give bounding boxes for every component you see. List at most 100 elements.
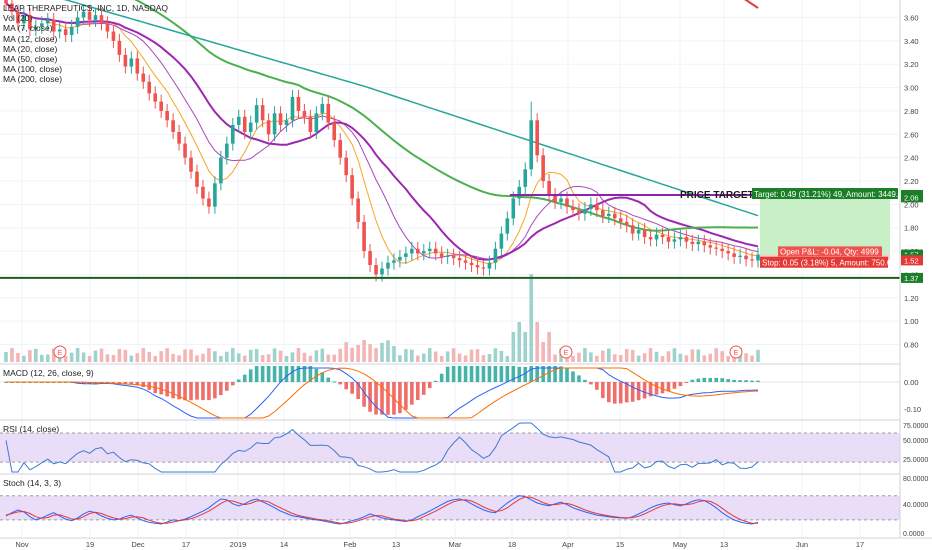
earnings-marker-label: E [734, 350, 739, 357]
stoch-tick-label: 40.0000 [903, 502, 928, 509]
earnings-marker [559, 345, 573, 359]
time-axis-label: 14 [280, 540, 288, 549]
macd-histogram-bar [308, 366, 313, 382]
volume-bar [439, 355, 444, 362]
legend-item-ma12[interactable]: MA (12, close) [3, 33, 58, 44]
target-zone [760, 197, 890, 255]
legend-item-ma50[interactable]: MA (50, close) [3, 54, 58, 65]
macd-histogram-bar [553, 366, 557, 382]
candle-body [75, 17, 80, 27]
volume-bar [744, 353, 748, 362]
volume-bar [326, 354, 331, 362]
macd-histogram-bar [433, 380, 438, 382]
volume-bar [421, 353, 426, 362]
time-axis-label: May [673, 540, 687, 549]
candle-body [744, 255, 748, 260]
macd-histogram-bar [290, 366, 295, 382]
volume-bar [505, 355, 510, 362]
candle-body [165, 110, 169, 121]
candle-body [463, 260, 468, 263]
macd-histogram-bar [219, 382, 223, 396]
macd-histogram-bar [589, 382, 593, 385]
volume-bar [320, 348, 325, 362]
volume-bar [583, 348, 587, 362]
volume-bar [34, 348, 38, 362]
volume-bar [171, 353, 175, 362]
candle-body [416, 248, 420, 254]
legend-item-ma200[interactable]: MA (200, close) [3, 74, 63, 85]
candle-body [356, 198, 360, 222]
macd-histogram-bar [744, 380, 748, 382]
macd-histogram-bar [427, 382, 432, 389]
macd-histogram-bar [475, 366, 480, 382]
price-tick-label: 1.80 [904, 224, 919, 233]
candle-body [732, 253, 736, 257]
macd-legend[interactable]: MACD (12, 26, close, 9) [3, 368, 94, 378]
candle-body [535, 120, 539, 156]
volume-bar [362, 340, 366, 362]
volume-bar [195, 355, 199, 362]
macd-histogram-bar [338, 382, 343, 385]
volume-bar [451, 348, 456, 362]
volume-bar [445, 351, 450, 362]
candle-body [254, 105, 259, 123]
earnings-marker [53, 345, 67, 359]
stoch-tick-label: 80.0000 [903, 476, 928, 483]
rsi-tick-label: 75.0000 [903, 423, 928, 430]
candle-body [529, 120, 534, 170]
time-axis-label: 13 [392, 540, 400, 549]
candle-body [654, 234, 659, 240]
legend-item-ma7[interactable]: MA (7, close) [3, 23, 53, 34]
volume-bar [16, 353, 20, 362]
candle-body [225, 143, 229, 158]
macd-histogram-bar [314, 368, 319, 382]
volume-bar [398, 355, 402, 362]
legend-item-ma100[interactable]: MA (100, close) [3, 64, 63, 75]
candle-body [362, 221, 366, 252]
macd-histogram-bar [266, 366, 271, 382]
macd-histogram-bar [248, 369, 253, 382]
stoch-legend[interactable]: Stoch (14, 3, 3) [3, 478, 62, 488]
macd-histogram-bar [165, 382, 169, 397]
price-tick-label: 2.60 [904, 130, 919, 139]
candle-body [326, 103, 331, 123]
volume-bar [40, 354, 44, 362]
legend-item-ma20[interactable]: MA (20, close) [3, 43, 58, 54]
volume-bar [308, 355, 313, 362]
volume-bar [386, 340, 390, 362]
volume-bar [404, 349, 408, 362]
open-pl-box [778, 246, 882, 257]
volume-bar [541, 342, 545, 362]
volume-bar [189, 349, 193, 362]
volume-bar [577, 352, 581, 362]
macd-histogram-bar [105, 382, 110, 383]
price-tick-label: 1.20 [904, 294, 919, 303]
volume-bar [219, 355, 223, 362]
volume-bar [463, 355, 468, 362]
rsi-legend[interactable]: RSI (14, close) [3, 424, 60, 434]
macd-histogram-bar [559, 366, 563, 382]
candle-body [439, 253, 444, 257]
candle-body [69, 26, 74, 36]
candle-body [260, 105, 265, 121]
macd-histogram-bar [242, 374, 247, 382]
macd-histogram-bar [302, 366, 307, 382]
candle-body [57, 29, 62, 32]
candle-body [505, 218, 510, 234]
candle-body [374, 265, 378, 275]
macd-histogram-bar [487, 366, 492, 382]
volume-bar [630, 349, 635, 362]
macd-histogram-bar [213, 382, 217, 399]
candle-body [404, 253, 408, 257]
candle-body [421, 251, 426, 254]
candle-body [171, 120, 175, 132]
time-axis-label: 13 [720, 540, 728, 549]
macd-histogram-bar [535, 366, 539, 382]
price-tick-label: 1.00 [904, 317, 919, 326]
earnings-marker-label: E [58, 350, 63, 357]
candle-body [344, 157, 348, 176]
candle-body [612, 213, 617, 219]
legend-item-vol[interactable]: Vol (20) [3, 13, 33, 24]
candle-body [523, 169, 528, 187]
